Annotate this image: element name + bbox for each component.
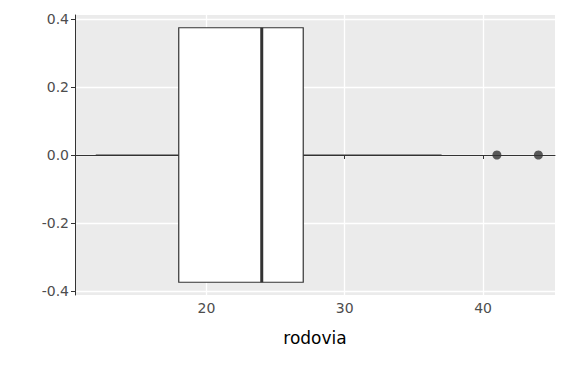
svg-text:-0.4: -0.4: [42, 283, 69, 299]
svg-text:-0.2: -0.2: [42, 215, 69, 231]
svg-text:20: 20: [197, 300, 215, 316]
svg-text:0.0: 0.0: [47, 147, 69, 163]
svg-text:40: 40: [474, 300, 492, 316]
svg-text:30: 30: [336, 300, 354, 316]
svg-text:0.2: 0.2: [47, 79, 69, 95]
svg-text:0.4: 0.4: [47, 11, 69, 27]
svg-text:rodovia: rodovia: [283, 328, 346, 348]
